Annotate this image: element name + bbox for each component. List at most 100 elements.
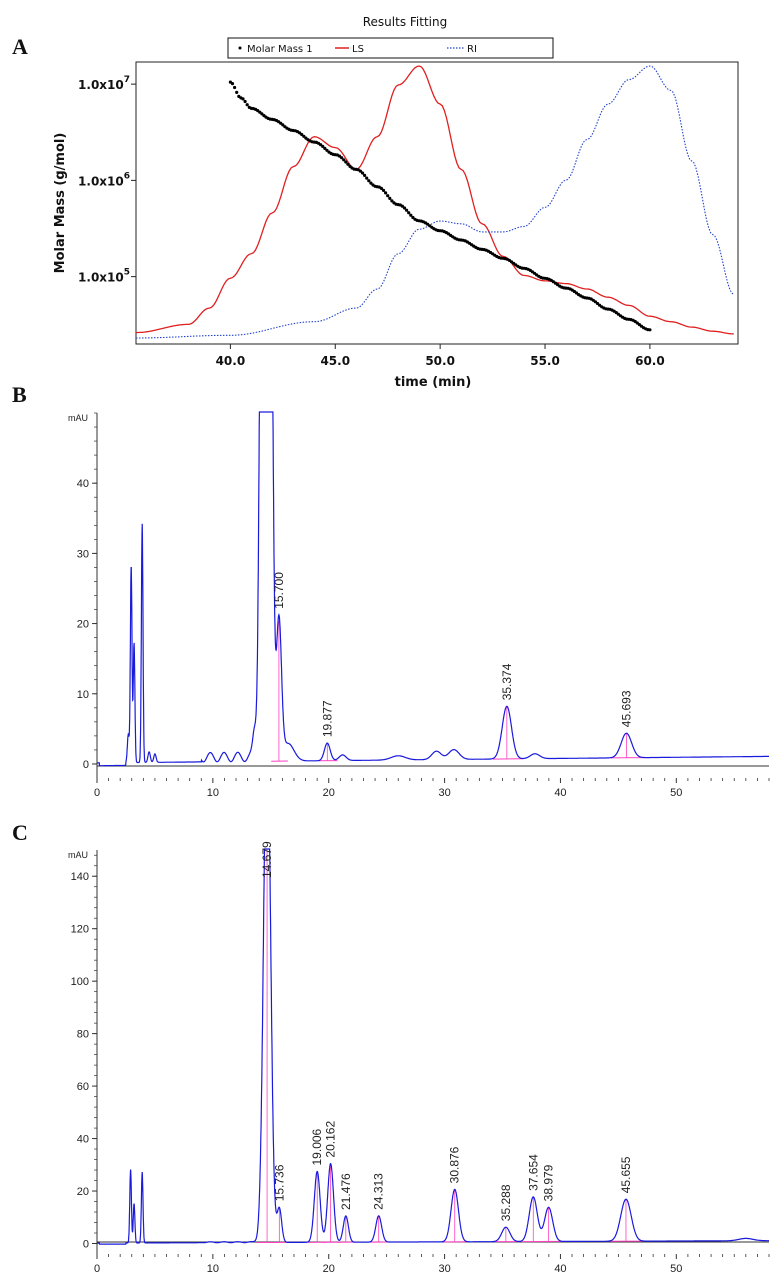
chart-a-legend: Molar Mass 1 LS RI xyxy=(227,37,554,59)
panel-letter-b: B xyxy=(12,382,27,407)
chart-c-y-tick-label: 100 xyxy=(71,976,89,988)
molar-mass-point xyxy=(407,211,411,215)
panel-letter-a: A xyxy=(12,34,28,59)
chart-b-x-tick-label: 30 xyxy=(438,787,450,799)
molar-mass-point xyxy=(340,156,344,160)
molar-mass-point xyxy=(365,176,369,180)
chart-c: mAU 0 10 20 30 40 50 0 20 40 60 80 100 120 140 14.679… xyxy=(68,841,770,1275)
legend-label-ls: LS xyxy=(352,44,364,55)
peak-label: 30.876 xyxy=(448,1146,462,1183)
chart-a-ticks: 40.0 45.0 50.0 55.0 60.0 1.0x105 1.0x106 1.0x10… xyxy=(78,75,665,368)
molar-mass-point xyxy=(344,160,348,164)
chart-b-peak-labels: 15.700 19.877 35.374 45.693 xyxy=(272,572,634,737)
chart-c-unit: mAU xyxy=(68,850,88,860)
chart-c-series xyxy=(97,848,769,1245)
chart-b-y-tick-label: 30 xyxy=(77,548,89,560)
chart-c-peak-labels: 14.679 15.736 19.006 20.162 21.476 24.313 30.8… xyxy=(260,841,633,1221)
chart-c-y-tick-label: 20 xyxy=(77,1186,89,1198)
molar-mass-point xyxy=(302,134,306,138)
molar-mass-point xyxy=(386,194,390,198)
molar-mass-point xyxy=(379,186,383,190)
peak-label: 24.313 xyxy=(372,1173,386,1210)
chart-c-x-tick-label: 0 xyxy=(94,1263,100,1275)
chart-b: mAU 0 10 20 30 40 50 0 10 20 30 40 15.700 19.877 35.… xyxy=(68,411,770,799)
chart-c-x-tick-label: 30 xyxy=(438,1263,450,1275)
peak-label: 45.693 xyxy=(619,690,633,727)
chart-b-y-tick-label: 40 xyxy=(77,478,89,490)
legend-label-ri: RI xyxy=(467,44,477,55)
chart-b-y-tick-label: 10 xyxy=(77,689,89,701)
chart-c-trace xyxy=(97,848,769,1245)
peak-label: 19.006 xyxy=(310,1128,324,1165)
chart-b-unit: mAU xyxy=(68,413,88,423)
molar-mass-point xyxy=(360,171,365,175)
molar-mass-point xyxy=(281,123,285,127)
molar-mass-point xyxy=(648,328,652,332)
chart-c-axes xyxy=(96,850,769,1254)
peak-label: 35.374 xyxy=(500,663,514,700)
molar-mass-point xyxy=(363,173,367,177)
chart-c-y-tick-label: 60 xyxy=(77,1081,89,1093)
chart-b-x-tick-label: 50 xyxy=(670,787,682,799)
molar-mass-point xyxy=(233,85,237,90)
legend-box xyxy=(227,37,554,59)
chart-c-x-tick-label: 10 xyxy=(207,1263,219,1275)
chart-a-series xyxy=(135,65,735,339)
molar-mass-point xyxy=(321,144,325,148)
peak-label: 14.679 xyxy=(260,841,274,878)
peak-label: 15.700 xyxy=(272,572,286,609)
chart-c-y-tick-label: 40 xyxy=(77,1134,89,1146)
chart-c-y-tick-label: 0 xyxy=(83,1239,89,1251)
molar-mass-point xyxy=(323,146,327,150)
legend-label-molar-mass: Molar Mass 1 xyxy=(247,44,313,55)
chart-a-x-tick-label: 60.0 xyxy=(635,354,665,368)
chart-a-y-axis-title: Molar Mass (g/mol) xyxy=(53,133,68,274)
molar-mass-point xyxy=(400,204,404,208)
molar-mass-point xyxy=(241,97,245,101)
chart-a-x-tick-label: 55.0 xyxy=(530,354,560,368)
molar-mass-point xyxy=(411,215,415,220)
chart-a-x-tick-label: 40.0 xyxy=(216,354,246,368)
chart-a: Results Fitting Molar Mass 1 LS RI 40.0 4… xyxy=(53,15,739,390)
chart-b-y-tick-label: 20 xyxy=(77,619,89,631)
peak-label: 38.979 xyxy=(542,1164,556,1201)
chart-c-y-tick-label: 140 xyxy=(71,871,89,883)
chart-c-ticks: 0 10 20 30 40 50 0 20 40 60 80 100 120 140 xyxy=(71,854,770,1275)
peak-label: 21.476 xyxy=(339,1173,353,1210)
chart-a-x-axis-title: time (min) xyxy=(395,375,472,390)
molar-mass-point xyxy=(390,199,394,203)
chart-c-y-tick-label: 80 xyxy=(77,1029,89,1041)
panel-letter-c: C xyxy=(12,820,28,845)
peak-label: 37.654 xyxy=(526,1154,540,1191)
chart-c-x-tick-label: 40 xyxy=(554,1263,566,1275)
chart-c-y-tick-label: 120 xyxy=(71,924,89,936)
peak-label: 45.655 xyxy=(619,1156,633,1193)
chart-b-y-tick-label: 0 xyxy=(83,759,89,771)
molar-mass-point xyxy=(346,162,350,166)
molar-mass-point xyxy=(245,103,249,107)
molar-mass-point xyxy=(367,179,371,183)
molar-mass-point xyxy=(384,191,388,195)
molar-mass-point xyxy=(235,90,239,94)
chart-c-baselines xyxy=(256,849,645,1244)
peak-label: 35.288 xyxy=(499,1184,513,1221)
chart-c-x-tick-label: 20 xyxy=(323,1263,335,1275)
chart-a-title: Results Fitting xyxy=(363,15,447,29)
chart-a-y-tick-label: 1.0x105 xyxy=(78,268,130,285)
chart-b-ticks: 0 10 20 30 40 50 0 10 20 30 40 xyxy=(77,412,770,799)
chart-b-x-tick-label: 0 xyxy=(94,787,100,799)
legend-marker-molar-mass xyxy=(238,46,242,50)
chart-a-x-tick-label: 50.0 xyxy=(425,354,455,368)
molar-mass-point xyxy=(388,196,392,200)
chart-a-plot-frame xyxy=(135,61,739,345)
chart-c-x-tick-label: 50 xyxy=(670,1263,682,1275)
molar-mass-point xyxy=(358,169,362,173)
molar-mass-point xyxy=(300,132,304,137)
chart-a-y-tick-label: 1.0x106 xyxy=(78,171,130,188)
chart-b-axes xyxy=(96,413,769,778)
chart-b-baselines xyxy=(271,620,645,762)
chart-b-x-tick-label: 10 xyxy=(207,787,219,799)
chart-b-x-tick-label: 40 xyxy=(554,787,566,799)
ri-series-line xyxy=(136,65,735,339)
